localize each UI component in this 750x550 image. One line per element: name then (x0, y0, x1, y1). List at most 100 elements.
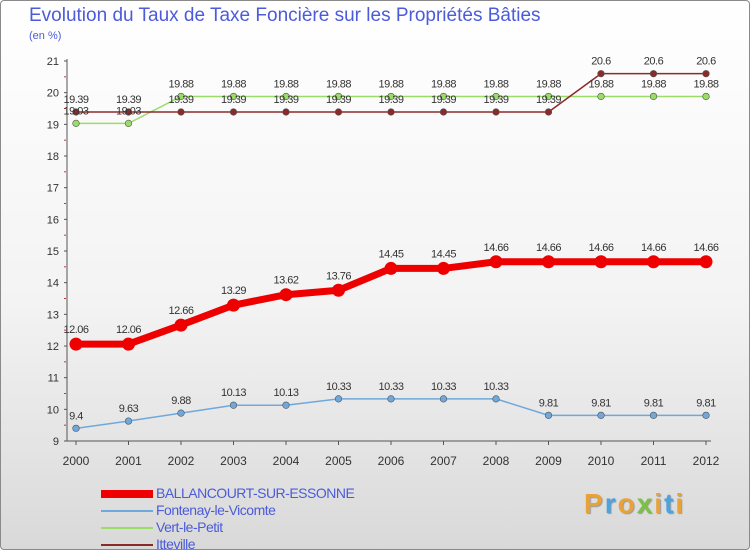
data-point-series-1 (229, 401, 238, 409)
x-tick-label: 2004 (273, 454, 300, 468)
x-tick-label: 2010 (588, 454, 615, 468)
data-point-series-0 (279, 288, 293, 302)
data-label-series-3: 20.6 (644, 56, 664, 68)
y-tick-label: 16 (47, 214, 59, 226)
logo-letter: t (664, 488, 676, 519)
data-point-series-3 (492, 108, 500, 116)
data-label-series-3: 19.39 (116, 94, 141, 106)
data-label-series-1: 9.81 (696, 397, 716, 409)
data-point-series-0 (174, 318, 188, 332)
legend-label-fontenay: Fontenay-le-Vicomte (156, 502, 276, 518)
x-tick-label: 2003 (220, 454, 247, 468)
x-tick-label: 2002 (168, 454, 195, 468)
y-tick-label: 19 (47, 119, 59, 131)
data-label-series-0: 14.66 (483, 242, 508, 254)
data-label-series-2: 19.88 (431, 78, 456, 90)
data-point-series-1 (124, 417, 133, 425)
data-point-series-3 (387, 108, 395, 116)
data-label-series-1: 10.13 (273, 387, 298, 399)
data-point-series-1 (387, 395, 395, 403)
data-point-series-2 (387, 92, 395, 101)
data-label-series-3: 19.39 (326, 94, 351, 106)
legend-swatch-ballancourt (101, 490, 153, 498)
data-label-series-2: 19.03 (116, 105, 141, 117)
y-tick-label: 21 (47, 56, 59, 68)
data-label-series-3: 19.39 (536, 94, 561, 106)
data-label-series-0: 14.66 (536, 242, 561, 254)
data-point-series-2 (124, 119, 133, 127)
data-label-series-2: 19.88 (273, 78, 298, 90)
y-tick-label: 18 (47, 151, 59, 163)
logo-letter: o (617, 488, 637, 519)
data-point-series-3 (72, 108, 80, 116)
x-tick-label: 2011 (641, 454, 667, 468)
y-tick-label: 11 (48, 373, 59, 385)
data-point-series-2 (492, 92, 500, 101)
data-label-series-1: 9.88 (171, 395, 191, 407)
data-point-series-1 (72, 424, 80, 432)
y-tick-label: 17 (47, 183, 59, 195)
y-tick-label: 9 (53, 436, 59, 448)
x-tick-label: 2007 (430, 454, 457, 468)
chart-title: Evolution du Taux de Taxe Foncière sur l… (29, 5, 541, 26)
data-point-series-2 (702, 92, 710, 101)
data-point-series-2 (177, 92, 185, 101)
data-label-series-0: 12.06 (116, 324, 141, 336)
data-label-series-2: 19.03 (63, 105, 88, 117)
legend-swatch-fontenay (101, 510, 153, 512)
data-point-series-3 (124, 108, 133, 116)
logo-letter: i (654, 488, 665, 519)
data-label-series-1: 9.81 (644, 397, 664, 409)
y-tick-label: 12 (47, 341, 59, 353)
data-point-series-0 (542, 255, 555, 269)
data-point-series-2 (439, 92, 448, 101)
data-label-series-0: 14.66 (641, 242, 666, 254)
data-label-series-2: 19.88 (536, 78, 561, 90)
legend-swatch-itteville (101, 544, 153, 546)
data-label-series-1: 10.33 (378, 381, 403, 393)
data-point-series-1 (334, 395, 343, 403)
data-label-series-0: 13.62 (273, 275, 298, 287)
data-label-series-3: 19.39 (273, 94, 298, 106)
data-point-series-0 (699, 255, 713, 269)
x-tick-label: 2005 (325, 454, 352, 468)
y-tick-label: 14 (47, 278, 59, 290)
data-point-series-0 (69, 337, 83, 351)
data-label-series-0: 14.45 (378, 248, 403, 260)
data-point-series-2 (649, 92, 658, 101)
legend-label-ballancourt: BALLANCOURT-SUR-ESSONNE (156, 485, 355, 501)
data-label-series-2: 19.88 (588, 78, 613, 90)
data-label-series-2: 19.88 (326, 78, 351, 90)
data-point-series-1 (177, 409, 185, 417)
data-point-series-3 (282, 108, 290, 116)
data-label-series-2: 19.88 (483, 78, 508, 90)
data-point-series-1 (702, 411, 710, 419)
data-point-series-2 (229, 92, 238, 101)
data-label-series-3: 20.6 (591, 56, 611, 68)
data-label-series-3: 20.6 (696, 56, 716, 68)
x-tick-label: 2012 (693, 454, 720, 468)
data-point-series-2 (72, 119, 80, 127)
data-label-series-1: 9.63 (119, 403, 139, 415)
data-point-series-3 (597, 70, 605, 78)
logo-letter: i (675, 488, 686, 519)
logo-letter: x (636, 488, 655, 519)
data-label-series-0: 14.45 (431, 248, 456, 260)
data-label-series-2: 19.88 (693, 78, 718, 90)
data-label-series-3: 19.39 (378, 94, 403, 106)
data-label-series-1: 9.4 (69, 410, 83, 422)
data-label-series-0: 12.66 (168, 305, 193, 317)
data-point-series-1 (597, 411, 605, 419)
data-point-series-1 (649, 411, 658, 419)
data-point-series-3 (649, 70, 658, 78)
data-point-series-2 (544, 92, 553, 101)
data-point-series-0 (332, 283, 345, 297)
data-label-series-2: 19.88 (221, 78, 246, 90)
logo-letter: P (584, 488, 605, 519)
y-tick-label: 10 (47, 404, 59, 416)
legend-swatch-vert-le-petit (101, 527, 153, 529)
data-label-series-0: 13.76 (326, 270, 351, 282)
data-point-series-3 (702, 70, 710, 78)
data-point-series-1 (492, 395, 500, 403)
data-label-series-2: 19.88 (168, 78, 193, 90)
